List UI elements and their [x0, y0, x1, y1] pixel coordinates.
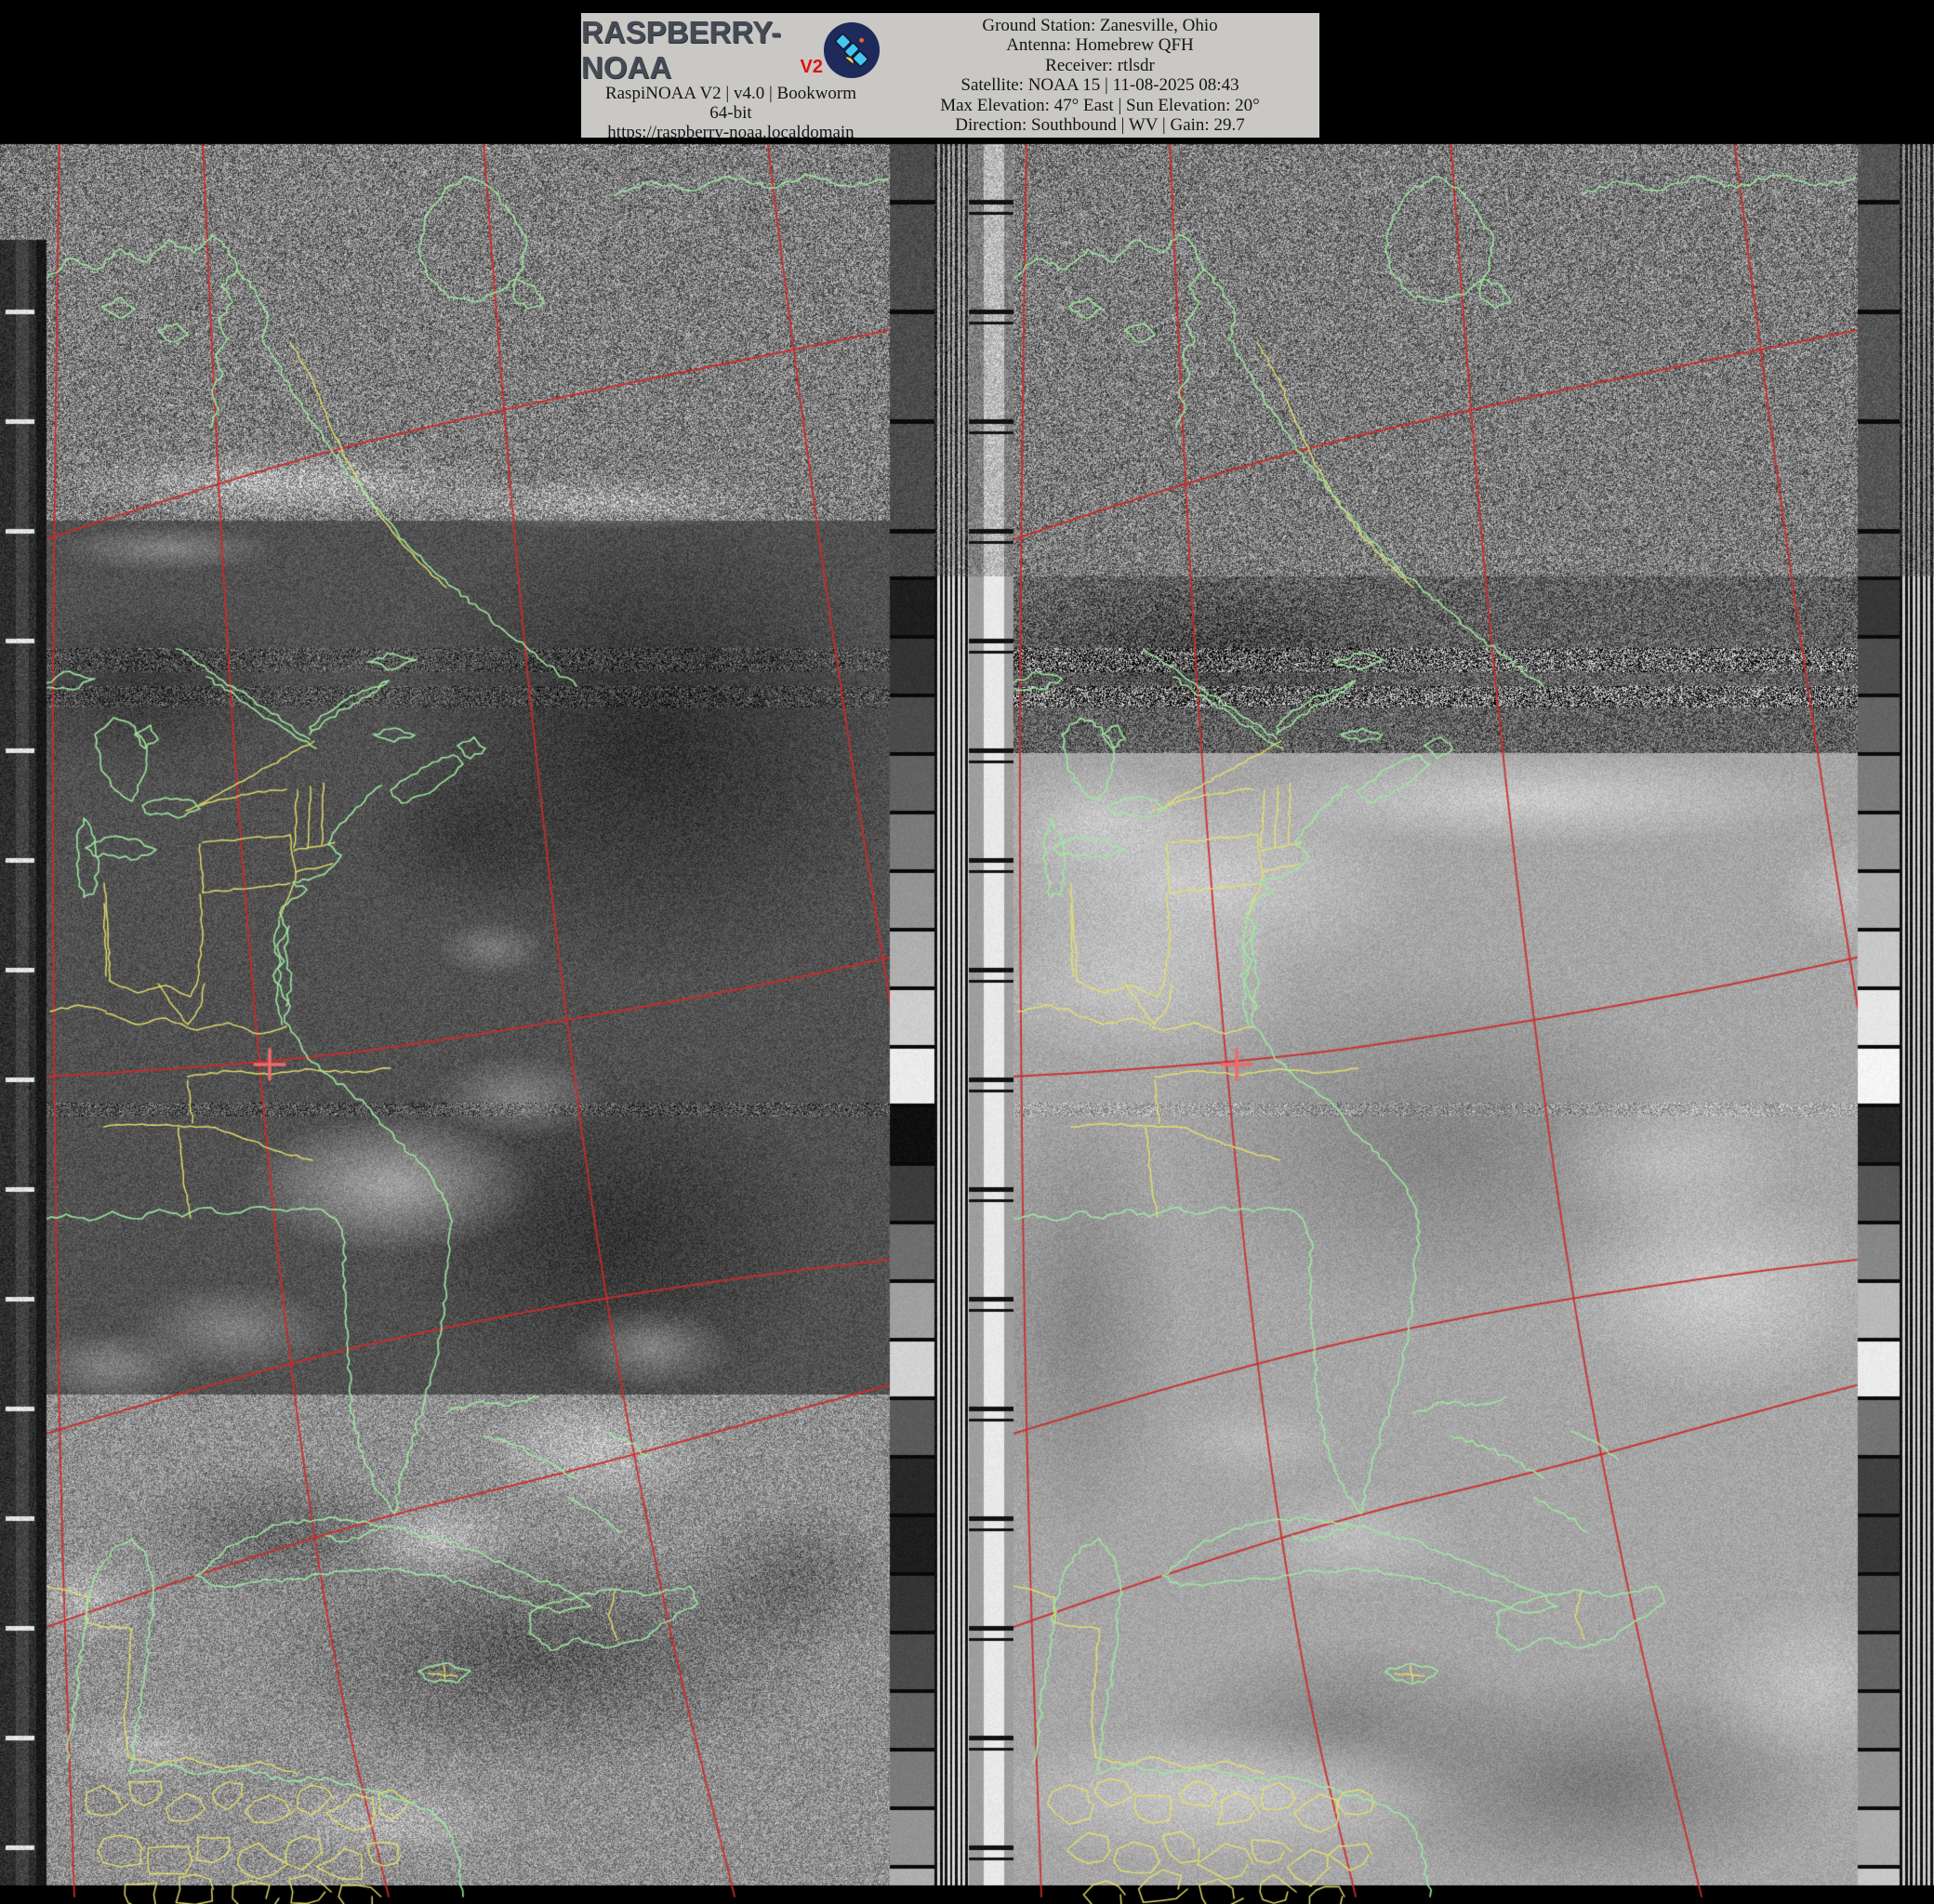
satellite-line: Satellite: NOAA 15 | 11-08-2025 08:43 [881, 75, 1319, 95]
raspberry-noaa-capture-page: RASPBERRY-NOAA V2 RaspiNOAA V [0, 0, 1934, 1904]
apt-satellite-image [0, 0, 1934, 1904]
logo-row: RASPBERRY-NOAA V2 [581, 17, 881, 84]
logo-block: RASPBERRY-NOAA V2 RaspiNOAA V [581, 13, 881, 138]
antenna-line: Antenna: Homebrew QFH [881, 35, 1319, 55]
direction-gain-line: Direction: Southbound | WV | Gain: 29.7 [881, 115, 1319, 135]
software-url-text: https://raspberry-noaa.localdomain [591, 123, 870, 142]
ground-station-line: Ground Station: Zanesville, Ohio [881, 16, 1319, 35]
capture-info-block: Ground Station: Zanesville, Ohio Antenna… [881, 13, 1319, 138]
raspberry-noaa-logo: RASPBERRY-NOAA [581, 15, 814, 86]
receiver-line: Receiver: rtlsdr [881, 56, 1319, 75]
logo-version-label: V2 [801, 57, 823, 78]
software-version-text: RaspiNOAA V2 | v4.0 | Bookworm 64-bit [591, 84, 870, 123]
satellite-logo-icon [823, 21, 881, 79]
header-banner: RASPBERRY-NOAA V2 RaspiNOAA V [581, 13, 1319, 138]
elevation-line: Max Elevation: 47° East | Sun Elevation:… [881, 96, 1319, 115]
